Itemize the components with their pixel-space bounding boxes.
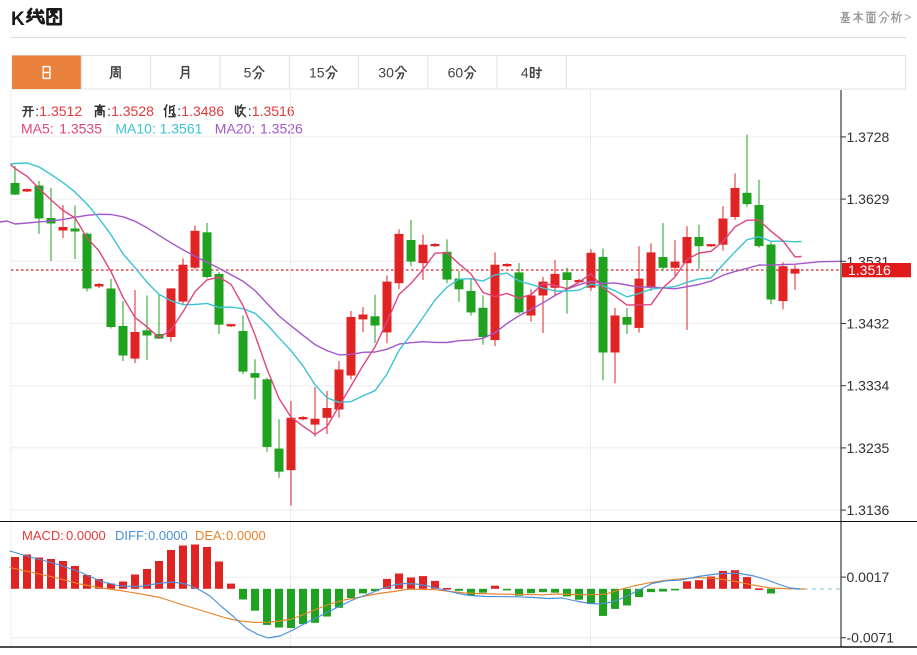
svg-text:1.3432: 1.3432 [847,316,890,332]
svg-text:60: 60 [448,65,464,81]
svg-text:0.0017: 0.0017 [847,569,890,585]
svg-text:0.0000: 0.0000 [226,528,266,543]
svg-text:1.3334: 1.3334 [847,378,890,394]
svg-text:K: K [11,9,25,30]
svg-text:15: 15 [309,65,325,81]
svg-text:1.3629: 1.3629 [847,191,890,207]
svg-text:-0.0071: -0.0071 [847,630,895,646]
svg-text:1.3516: 1.3516 [252,103,295,119]
svg-text::: : [35,103,39,119]
svg-text:1.3526: 1.3526 [260,121,303,137]
svg-text:30: 30 [378,65,394,81]
svg-text::: : [107,103,111,119]
svg-text:MACD:: MACD: [22,528,64,543]
svg-text:0.0000: 0.0000 [66,528,106,543]
svg-text:DEA:: DEA: [195,528,225,543]
svg-text:1.3486: 1.3486 [181,103,224,119]
svg-text::: : [177,103,181,119]
svg-text:1.3136: 1.3136 [847,502,890,518]
svg-text:1.3535: 1.3535 [59,121,102,137]
svg-text:1.3512: 1.3512 [39,103,82,119]
svg-text:1.3516: 1.3516 [848,262,891,278]
svg-text:4: 4 [521,65,529,81]
svg-text::: : [248,103,252,119]
svg-text:DIFF:: DIFF: [115,528,148,543]
svg-text:1.3235: 1.3235 [847,440,890,456]
svg-text:MA10:: MA10: [115,121,155,137]
svg-text:1.3528: 1.3528 [111,103,154,119]
svg-text:1.3561: 1.3561 [160,121,203,137]
svg-text:MA5:: MA5: [21,121,54,137]
svg-text:0.0000: 0.0000 [148,528,188,543]
svg-text:>: > [904,11,911,25]
svg-text:MA20:: MA20: [215,121,255,137]
svg-text:1.3728: 1.3728 [847,129,890,145]
svg-text:5: 5 [244,65,252,81]
